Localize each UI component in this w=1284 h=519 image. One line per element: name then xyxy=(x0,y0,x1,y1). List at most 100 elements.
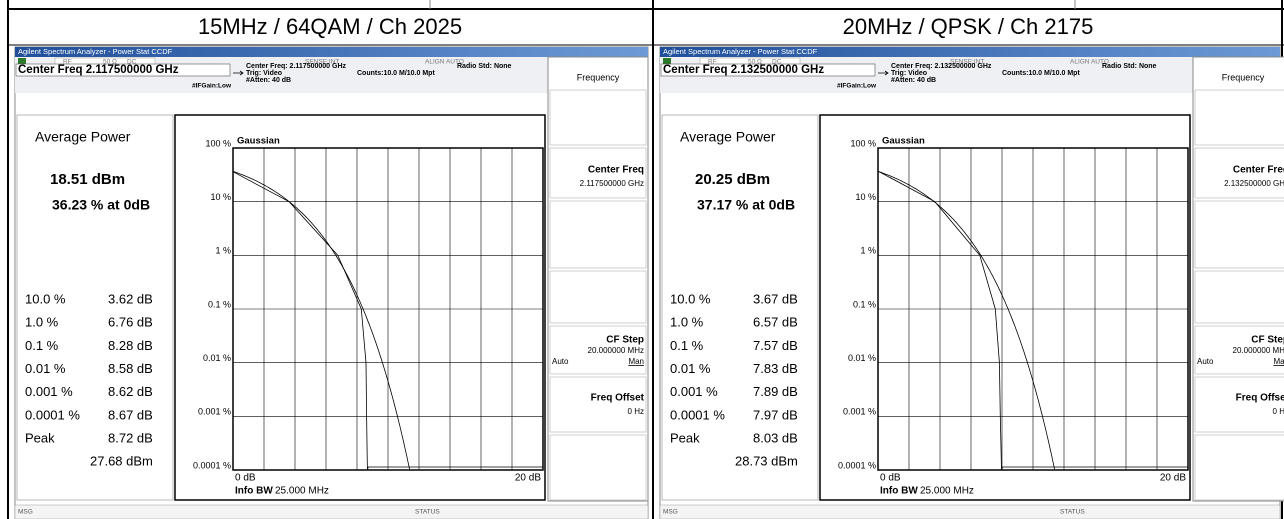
footer-status: STATUS xyxy=(1060,509,1085,516)
y-tick-label: 0.001 % xyxy=(843,407,876,417)
menu-step-label: CF Step xyxy=(1251,335,1284,346)
menu-step-value: 20.000000 MHz xyxy=(588,346,644,355)
softkey xyxy=(549,200,647,269)
title-bar xyxy=(660,47,1280,57)
menu-step-label: CF Step xyxy=(606,335,644,346)
info-bw: 25.000 MHz xyxy=(920,486,974,497)
stat-db: 8.62 dB xyxy=(108,384,153,399)
trace-label: Gaussian xyxy=(237,136,280,147)
stat-db: 8.67 dB xyxy=(108,407,153,422)
y-tick-label: 0.1 % xyxy=(208,299,231,309)
x-start: 0 dB xyxy=(880,473,901,484)
column-heading: 20MHz / QPSK / Ch 2175 xyxy=(843,14,1094,39)
footer-msg: MSG xyxy=(18,509,33,516)
softkey xyxy=(1194,147,1284,199)
y-tick-label: 0.01 % xyxy=(203,353,231,363)
stat-db: 3.62 dB xyxy=(108,291,153,306)
info-radio: Radio Std: None xyxy=(1102,63,1157,70)
menu-offset-label: Freq Offset xyxy=(591,393,645,404)
banner-box xyxy=(660,63,876,77)
stat-db: 8.58 dB xyxy=(108,361,153,376)
softkey xyxy=(549,434,647,501)
status-coupling: DC xyxy=(772,59,782,66)
stat-db: 7.97 dB xyxy=(753,407,798,422)
stat-percent: 0.0001 % xyxy=(25,407,80,422)
softkey xyxy=(1194,200,1284,269)
footer-msg: MSG xyxy=(663,509,678,516)
softkey xyxy=(1194,376,1284,433)
column-heading: 15MHz / 64QAM / Ch 2025 xyxy=(198,14,462,39)
stat-percent: 0.1 % xyxy=(25,338,59,353)
y-tick-label: 0.1 % xyxy=(853,299,876,309)
average-label: Average Power xyxy=(35,129,131,145)
stat-percent: 0.1 % xyxy=(670,338,704,353)
window-title: Agilent Spectrum Analyzer - Power Stat C… xyxy=(663,47,818,56)
status-sense: SENSE:INT xyxy=(950,59,984,66)
menu-center-label: Center Freq xyxy=(1233,165,1284,176)
y-tick-label: 100 % xyxy=(205,138,231,148)
menu-title: Frequency xyxy=(577,72,620,82)
info-counts: Counts:10.0 M/10.0 Mpt xyxy=(357,70,435,77)
softkey xyxy=(1194,325,1284,375)
title-bar xyxy=(15,47,648,57)
info-center: Center Freq: 2.117500000 GHz xyxy=(246,63,346,70)
peak-db: 8.03 dB xyxy=(753,430,798,445)
menu-title: Frequency xyxy=(1222,72,1265,82)
readout-panel xyxy=(661,114,819,501)
center-freq-banner: Center Freq 2.132500000 GHz xyxy=(663,64,824,76)
info-atten: #Atten: 40 dB xyxy=(891,77,936,84)
status-rf: RF xyxy=(63,59,72,66)
status-sense: SENSE:INT xyxy=(305,59,339,66)
stat-percent: 0.01 % xyxy=(25,361,66,376)
y-tick-label: 100 % xyxy=(850,138,876,148)
graph-box xyxy=(819,114,1191,501)
status-rf: RF xyxy=(708,59,717,66)
average-power: 20.25 dBm xyxy=(695,171,770,188)
peak-label: Peak xyxy=(25,430,55,445)
y-tick-label: 1 % xyxy=(215,246,231,256)
footer-bar xyxy=(659,504,1281,519)
graph-box xyxy=(174,114,546,501)
peak-db: 8.72 dB xyxy=(108,430,153,445)
menu-auto: Auto xyxy=(552,357,569,366)
info-trig: Trig: Video xyxy=(246,70,282,77)
menu-auto: Auto xyxy=(1197,357,1214,366)
y-tick-label: 0.01 % xyxy=(848,353,876,363)
footer-status: STATUS xyxy=(415,509,440,516)
menu-center-label: Center Freq xyxy=(588,165,644,176)
lxi-badge xyxy=(663,58,671,64)
peak-label: Peak xyxy=(670,430,700,445)
y-tick-label: 0.0001 % xyxy=(193,460,231,470)
y-tick-label: 1 % xyxy=(860,246,876,256)
menu-center-value: 2.117500000 GHz xyxy=(580,179,644,188)
average-label: Average Power xyxy=(680,129,776,145)
peak-dbm: 28.73 dBm xyxy=(735,453,798,468)
menu-offset-label: Freq Offset xyxy=(1236,393,1284,404)
average-power: 18.51 dBm xyxy=(50,171,125,188)
stat-percent: 0.001 % xyxy=(670,384,718,399)
y-tick-label: 10 % xyxy=(210,192,231,202)
stat-db: 7.83 dB xyxy=(753,361,798,376)
menu-offset-value: 0 Hz xyxy=(1273,407,1284,416)
peak-dbm: 27.68 dBm xyxy=(90,453,153,468)
stat-percent: 1.0 % xyxy=(670,315,704,330)
gaussian-curve xyxy=(232,170,411,471)
info-bw: 25.000 MHz xyxy=(275,486,329,497)
at-zero: 36.23 % at 0dB xyxy=(52,197,150,213)
stat-percent: 10.0 % xyxy=(25,291,66,306)
info-ifgain: #IFGain:Low xyxy=(837,83,877,90)
info-bw-label: Info BW xyxy=(235,486,273,497)
stat-db: 7.57 dB xyxy=(753,338,798,353)
info-radio: Radio Std: None xyxy=(457,63,512,70)
softkey xyxy=(1194,270,1284,324)
menu-offset-value: 0 Hz xyxy=(628,407,644,416)
menu-man: Man xyxy=(628,357,644,366)
readout-panel xyxy=(16,114,174,501)
center-freq-banner: Center Freq 2.117500000 GHz xyxy=(18,64,179,76)
gaussian-curve xyxy=(877,170,1056,471)
info-trig: Trig: Video xyxy=(891,70,927,77)
menu-step-value: 20.000000 MHz xyxy=(1233,346,1284,355)
stat-percent: 0.0001 % xyxy=(670,407,725,422)
